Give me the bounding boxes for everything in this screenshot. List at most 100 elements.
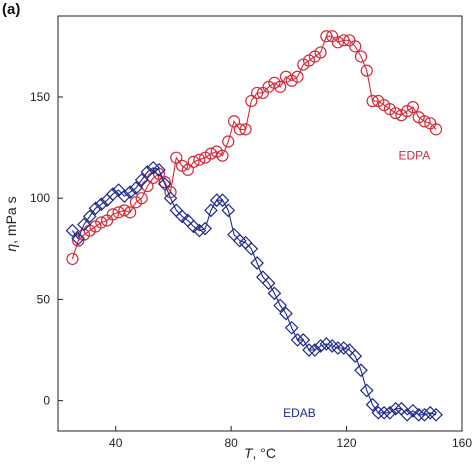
data-point-edpa <box>158 175 171 189</box>
data-point-edpa <box>331 36 345 49</box>
data-point-edab <box>221 203 236 218</box>
data-point-edpa <box>124 206 137 219</box>
data-point-edab <box>284 320 299 335</box>
data-point-edab <box>359 383 374 398</box>
data-point-edpa <box>406 100 420 114</box>
panel-label: (a) <box>2 1 20 18</box>
data-point-edpa <box>320 30 333 43</box>
data-point-edab <box>140 165 155 179</box>
data-point-edab <box>244 241 259 256</box>
data-point-edpa <box>204 147 218 160</box>
data-point-edab <box>279 306 293 321</box>
data-point-edab <box>105 187 120 201</box>
data-point-edab <box>331 341 345 355</box>
data-point-edpa <box>222 135 235 148</box>
data-point-edpa <box>274 80 287 93</box>
data-point-edab <box>215 193 230 208</box>
series-label-edab: EDAB <box>283 406 316 420</box>
data-point-edab <box>307 343 322 357</box>
data-point-edab <box>250 256 264 270</box>
y-axis-variable: η <box>3 244 19 252</box>
data-point-edab <box>273 298 288 313</box>
data-point-edpa <box>66 252 79 266</box>
y-tick-label: 150 <box>30 90 50 104</box>
data-point-edab <box>261 276 276 291</box>
data-point-edpa <box>360 64 373 77</box>
data-point-edab <box>175 209 189 224</box>
series-label-edpa: EDPA <box>399 149 431 163</box>
x-tick-label: 120 <box>337 436 357 450</box>
data-point-edab <box>377 405 391 420</box>
y-axis-label: η, mPa s <box>3 196 19 251</box>
data-point-edpa <box>193 153 206 166</box>
data-point-edab <box>163 191 178 206</box>
data-point-edab <box>186 219 201 234</box>
data-point-edab <box>348 349 363 363</box>
y-tick-label: 50 <box>37 292 51 306</box>
data-point-edpa <box>227 115 241 128</box>
data-point-edab <box>417 407 432 422</box>
data-point-edpa <box>366 94 379 108</box>
series-layer: EDPA EDAB <box>65 30 443 422</box>
data-point-edab <box>117 189 132 204</box>
y-tick-label: 0 <box>43 394 50 408</box>
data-point-edpa <box>354 50 368 63</box>
data-point-edab <box>82 209 97 224</box>
data-point-edab <box>123 185 137 199</box>
x-tick-label: 160 <box>452 436 472 450</box>
x-axis-unit: , °C <box>253 445 277 461</box>
data-point-edab <box>383 405 397 420</box>
data-point-edab <box>313 339 328 353</box>
data-point-edab <box>94 197 109 212</box>
series-line-edpa <box>71 35 437 260</box>
data-point-edpa <box>135 192 148 205</box>
data-point-edpa <box>251 86 264 100</box>
data-point-edpa <box>106 208 119 221</box>
data-point-edpa <box>389 107 402 120</box>
data-point-edab <box>77 217 91 232</box>
series-edab: EDAB <box>65 160 443 422</box>
data-point-edab <box>411 407 426 422</box>
data-point-edab <box>129 181 143 195</box>
data-point-edab <box>302 343 316 357</box>
x-axis-label: T, °C <box>244 445 276 461</box>
data-point-edab <box>429 407 443 422</box>
data-point-edab <box>198 221 213 236</box>
data-point-edpa <box>349 40 362 53</box>
series-edpa: EDPA <box>66 30 443 266</box>
series-line-edab <box>71 167 437 416</box>
data-point-edab <box>406 403 420 418</box>
data-point-edab <box>134 173 149 187</box>
data-point-edab <box>371 405 386 420</box>
data-point-edab <box>388 401 403 416</box>
data-point-edab <box>71 231 86 246</box>
y-axis-unit: , mPa s <box>3 196 19 243</box>
data-point-edpa <box>245 94 258 108</box>
data-point-edpa <box>216 149 229 162</box>
x-axis-variable: T <box>244 445 254 461</box>
tick-marks <box>58 96 463 431</box>
x-tick-label: 40 <box>109 436 123 450</box>
data-point-edab <box>354 363 368 378</box>
data-point-edpa <box>118 204 131 217</box>
y-tick-label: 100 <box>30 191 50 205</box>
data-point-edab <box>400 407 415 422</box>
data-point-edpa <box>95 216 108 229</box>
data-point-edpa <box>418 115 431 128</box>
tick-labels: 40 80 120 160 0 50 100 150 <box>30 90 472 450</box>
data-point-edpa <box>429 123 443 136</box>
data-point-edab <box>209 193 224 208</box>
data-point-edab <box>65 223 80 238</box>
data-point-edab <box>267 286 282 301</box>
data-point-edpa <box>233 123 246 136</box>
data-point-edab <box>365 397 380 412</box>
data-point-edab <box>157 177 172 191</box>
data-point-edpa <box>314 46 327 59</box>
data-point-edab <box>296 333 311 347</box>
plot-frame <box>57 15 463 432</box>
data-point-edpa <box>170 151 183 164</box>
data-point-edpa <box>239 123 252 136</box>
data-point-edab <box>204 203 218 218</box>
data-point-edab <box>88 201 103 216</box>
